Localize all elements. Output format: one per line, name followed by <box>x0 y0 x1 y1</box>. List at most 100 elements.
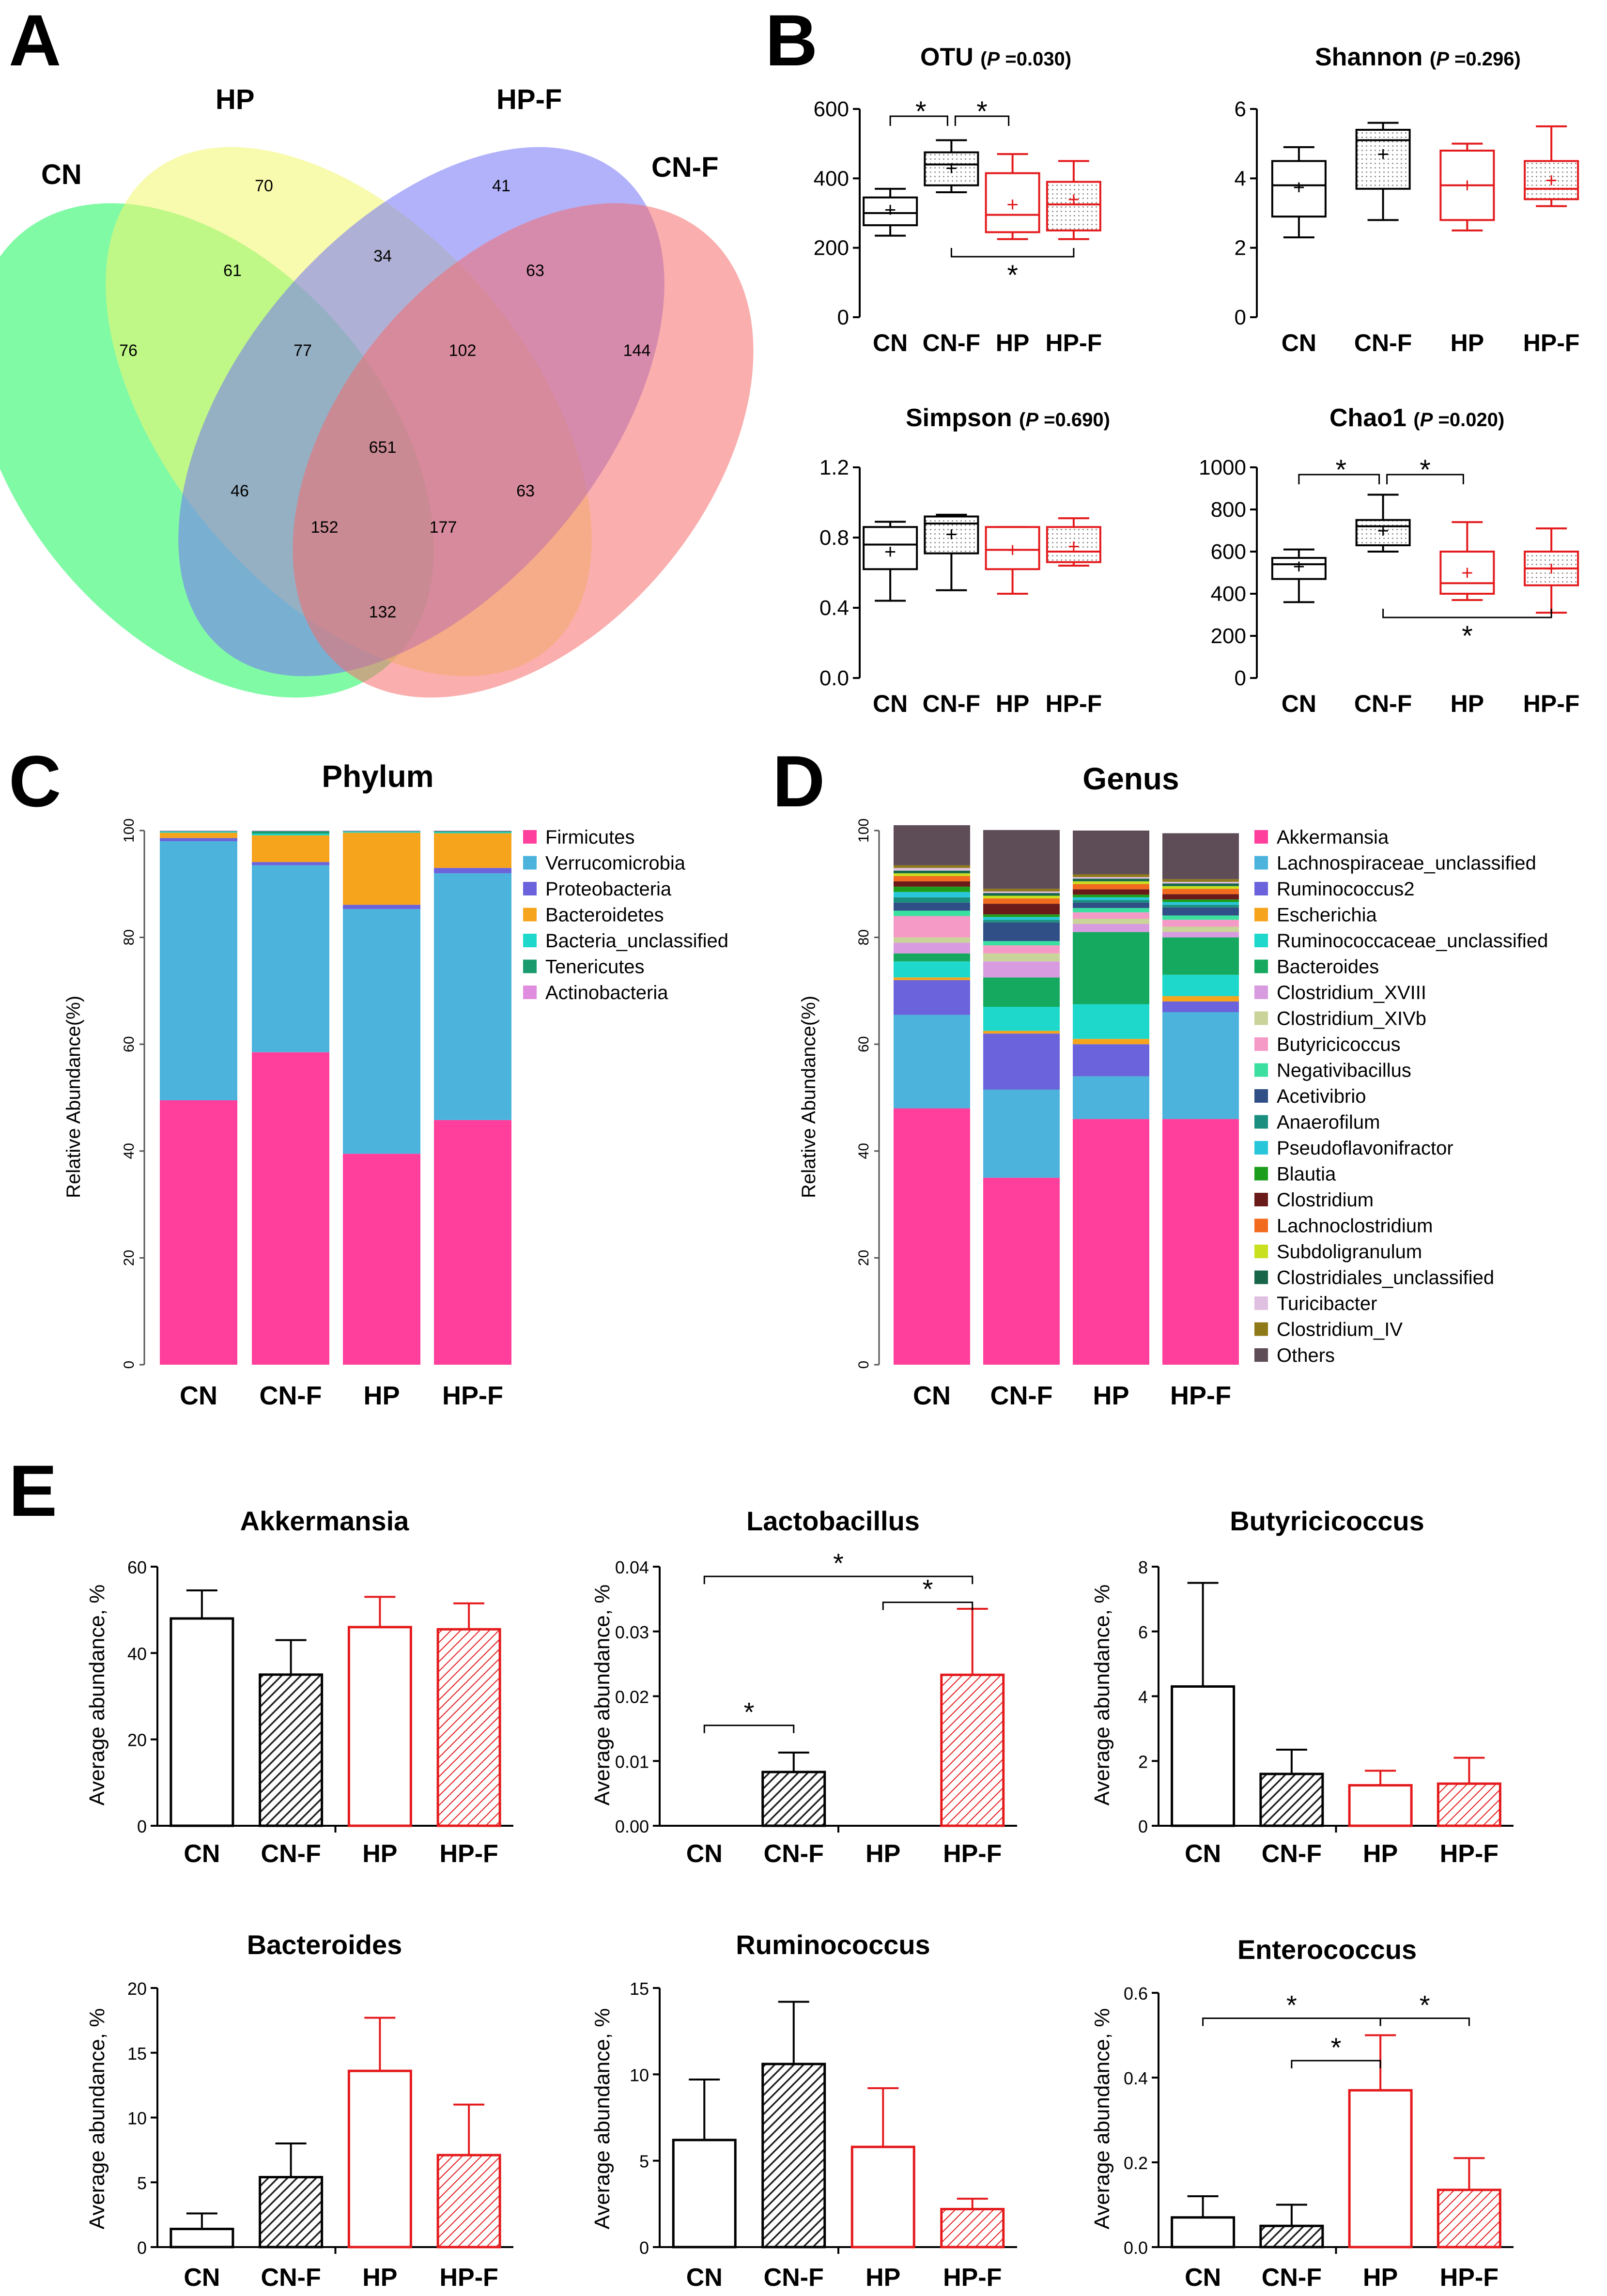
bar-chart-lactobacillus: Lactobacillus Average abundance, %0.00 0.0… <box>590 1506 1017 1868</box>
mean-marker: + <box>945 156 958 179</box>
y-tick-label: 0 <box>856 1361 872 1369</box>
y-tick-label: 400 <box>1211 582 1246 606</box>
stack-segment <box>1162 894 1239 900</box>
legend-swatch <box>1254 830 1268 844</box>
stack-segment <box>983 898 1060 904</box>
x-tick-label: CN <box>873 329 908 356</box>
y-axis-title: Average abundance, % <box>590 2008 614 2230</box>
chart-title: Simpson (P =0.690) <box>906 404 1110 432</box>
stack-segment <box>434 832 511 833</box>
p-value: ( <box>1413 409 1420 431</box>
x-tick-label: HP-F <box>943 2264 1002 2292</box>
box <box>1271 160 1327 218</box>
legend-label: Akkermansia <box>1277 827 1389 848</box>
stack-segment <box>983 1031 1060 1034</box>
box <box>985 526 1040 570</box>
legend-swatch <box>523 830 537 844</box>
p-letter: P <box>1025 409 1038 431</box>
legend-label: Negativibacillus <box>1277 1060 1411 1081</box>
stack-segment <box>252 835 329 863</box>
p-value-rest: =0.296) <box>1449 48 1521 70</box>
y-axis-title: Average abundance, % <box>85 2008 109 2230</box>
stack-segment <box>1162 883 1239 886</box>
y-tick-label: 400 <box>814 167 849 190</box>
y-tick-label: 800 <box>1211 498 1246 522</box>
x-tick-label: HP <box>865 1840 900 1868</box>
venn-region-hp-cnf: 63 <box>516 482 535 500</box>
legend-swatch <box>1254 934 1268 947</box>
legend-swatch <box>523 908 537 922</box>
bar <box>850 2145 915 2249</box>
stack-segment <box>160 831 237 832</box>
stack-segment <box>1073 912 1149 919</box>
venn-region-hp: 70 <box>255 177 273 195</box>
y-tick-label: 4 <box>1235 167 1246 190</box>
legend-swatch <box>523 856 537 870</box>
chart-title-text: OTU <box>920 43 980 71</box>
bar <box>1348 2089 1413 2249</box>
y-tick-label: 6 <box>1138 1622 1148 1642</box>
stack-segment <box>1073 1076 1149 1119</box>
panel-label-d: D <box>773 740 825 822</box>
stack-segment <box>894 881 970 887</box>
significance-star: * <box>1331 2032 1342 2063</box>
x-tick-label: HP <box>996 329 1029 356</box>
x-tick-label: CN-F <box>764 2264 824 2292</box>
box-plot-shannon: 0 2 4 6 Shannon (P =0.296) + CN + CN-F + HP + HP-F <box>1235 43 1580 356</box>
bar <box>170 2228 234 2249</box>
mean-marker: + <box>1377 519 1389 542</box>
y-tick-label: 0.4 <box>1124 2068 1148 2088</box>
legend-swatch <box>1254 1245 1268 1258</box>
x-tick-label: CN <box>1185 2264 1221 2292</box>
legend-swatch <box>1254 1011 1268 1025</box>
chart-title: Phylum <box>322 759 433 794</box>
box <box>985 172 1040 233</box>
bar <box>259 2176 324 2249</box>
bar <box>436 1628 501 1827</box>
box <box>1046 181 1101 231</box>
chart-title-text: Chao1 <box>1329 404 1413 432</box>
p-value: ( <box>1430 48 1437 70</box>
y-tick-label: 0 <box>1235 666 1246 690</box>
stack-segment <box>1073 1044 1149 1077</box>
stack-segment <box>160 838 237 842</box>
bar <box>170 1617 234 1827</box>
chart-title: Akkermansia <box>240 1506 410 1536</box>
legend-swatch <box>523 882 537 895</box>
y-tick-label: 6 <box>1235 97 1246 121</box>
legend-swatch <box>1254 1193 1268 1206</box>
p-value-rest: =0.030) <box>1000 48 1071 70</box>
y-tick-label: 5 <box>137 2173 147 2193</box>
stack-segment <box>1073 1119 1149 1365</box>
stack-segment <box>894 916 970 938</box>
stack-segment <box>1073 924 1149 932</box>
y-tick-label: 40 <box>856 1143 872 1159</box>
venn-region-cn-hpf: 46 <box>231 482 249 500</box>
chart-title: Bacteroides <box>247 1929 402 1960</box>
bar <box>1171 1685 1236 1827</box>
legend-swatch <box>1254 1089 1268 1103</box>
y-tick-label: 0.8 <box>819 526 849 550</box>
x-tick-label: CN-F <box>923 329 980 356</box>
legend-swatch <box>1254 1322 1268 1336</box>
y-tick-label: 20 <box>121 1250 137 1266</box>
stack-segment <box>343 909 420 1154</box>
y-tick-label: 0.01 <box>615 1752 649 1772</box>
legend-label: Bacteroidetes <box>545 905 664 926</box>
legend-swatch <box>523 986 537 999</box>
bar <box>1348 1784 1413 1827</box>
y-tick-label: 15 <box>630 1979 649 1999</box>
stack-segment <box>1073 1039 1149 1045</box>
legend-swatch <box>1254 882 1268 895</box>
stack-segment <box>1073 894 1149 897</box>
stack-segment <box>983 889 1060 892</box>
legend-label: Subdoligranulum <box>1277 1241 1422 1263</box>
legend-label: Clostridium_IV <box>1277 1319 1403 1341</box>
bar <box>940 1673 1005 1827</box>
venn-diagram: CN HP HP-F CN-F 76 70 41 144 61 34 63 77… <box>0 84 754 698</box>
chart-title: Lactobacillus <box>746 1506 920 1536</box>
significance-star: * <box>1286 1990 1297 2020</box>
p-value: ( <box>980 48 987 70</box>
p-letter: P <box>1420 409 1433 431</box>
mean-marker: + <box>1006 193 1019 216</box>
